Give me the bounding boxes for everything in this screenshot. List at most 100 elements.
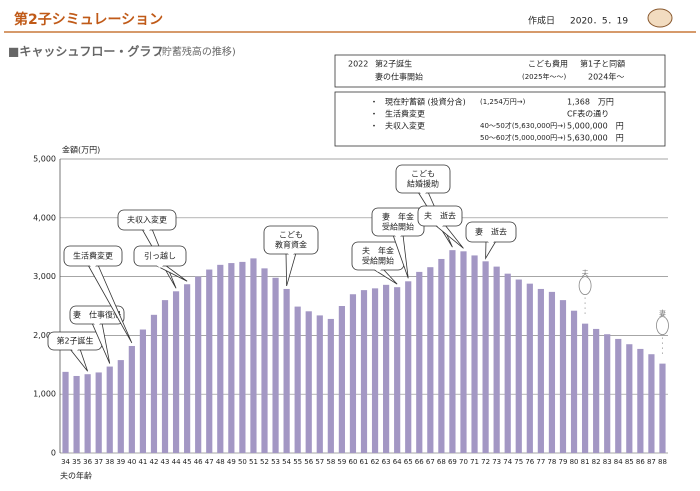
change-cell: (1,254万円→) [480, 98, 526, 106]
bar [405, 281, 412, 453]
bar [228, 263, 235, 453]
bar [305, 311, 312, 453]
callout-label: 妻 年金 [382, 212, 414, 222]
y-tick-label: 0 [51, 449, 56, 458]
callout-label: 夫収入変更 [127, 215, 167, 225]
x-tick-label: 75 [514, 458, 523, 466]
callout-pointer [285, 252, 297, 287]
date: 2020．5．19 [570, 17, 628, 27]
x-tick-label: 38 [105, 458, 114, 466]
y-tick-label: 4,000 [33, 213, 56, 222]
x-tick-label: 78 [547, 458, 556, 466]
bar [349, 294, 357, 453]
x-tick-label: 62 [371, 458, 380, 466]
callout-pointer-cover [435, 224, 445, 228]
x-tick-label: 88 [658, 458, 667, 466]
info-box [334, 54, 666, 88]
marker-halo [656, 316, 669, 336]
bar [217, 264, 224, 453]
callout-pointer-cover [393, 234, 403, 238]
x-tick-label: 41 [138, 458, 147, 466]
x-tick-label: 57 [315, 458, 324, 466]
bar [471, 255, 478, 453]
bar [261, 268, 268, 453]
x-tick-label: 65 [404, 458, 413, 466]
bar [593, 328, 600, 453]
callout-label: こども [411, 170, 435, 179]
x-tick-label: 39 [116, 458, 125, 466]
bar [615, 338, 622, 453]
callout-pointer [433, 224, 464, 249]
x-tick-label: 42 [150, 458, 159, 466]
x-tick-label: 64 [393, 458, 402, 466]
info-year: 2022 [348, 60, 368, 69]
x-tick-label: 66 [415, 458, 424, 466]
bar [84, 374, 91, 453]
x-tick-label: 86 [636, 458, 645, 466]
callout-label: 夫 逝去 [424, 211, 456, 221]
callout-label: 夫 年金 [362, 246, 394, 256]
x-tick-label: 40 [127, 458, 136, 466]
x-tick-label: 48 [216, 458, 225, 466]
x-tick-label: 83 [603, 458, 612, 466]
bar [161, 300, 169, 453]
x-tick-label: 76 [525, 458, 534, 466]
x-tick-label: 61 [360, 458, 369, 466]
marker-halo [578, 276, 592, 296]
x-tick-label: 56 [304, 458, 313, 466]
info-event: 第2子誕生 [375, 59, 412, 69]
x-tick-label: 71 [470, 458, 479, 466]
x-tick-label: 36 [83, 458, 92, 466]
x-tick-label: 43 [161, 458, 170, 466]
callout-label: 教育資金 [275, 240, 307, 250]
bar [239, 261, 246, 453]
changes-list: ・現在貯蓄額 (投資分含) (1,254万円→) 1,368 万円・ 生活費変更 CF表… [370, 97, 624, 143]
x-tick-label: 34 [61, 458, 70, 466]
bar [128, 345, 135, 453]
header-title: 第2子シミュレーション [14, 11, 163, 28]
y-tick-label: 1,000 [33, 390, 56, 399]
bar [272, 277, 279, 453]
bar [493, 266, 500, 453]
x-tick-label: 72 [481, 458, 490, 466]
x-tick-label: 50 [238, 458, 247, 466]
change-cell: 生活費変更 [385, 109, 425, 119]
changes-box [334, 91, 666, 147]
change-cell: 50〜60才(5,000,000円→) [480, 133, 566, 142]
x-tick-label: 87 [647, 458, 656, 466]
bar [106, 366, 113, 453]
x-tick-label: 58 [326, 458, 335, 466]
bar [316, 315, 323, 453]
change-cell: ・ [370, 110, 378, 119]
change-cell: CF表の通り [567, 109, 609, 119]
bar [394, 287, 401, 453]
bar [338, 306, 345, 453]
callout-label: 妻 仕事復帰 [73, 310, 121, 320]
bar [427, 267, 434, 453]
callout-label: 受給開始 [382, 222, 414, 232]
bar [95, 372, 102, 453]
callout-label: 受給開始 [362, 256, 394, 266]
chart-subtitle: (貯蓄残高の推移) [158, 45, 236, 58]
bar [581, 323, 589, 453]
bar [206, 269, 213, 453]
marker-label: 夫 [582, 269, 589, 278]
x-tick-label: 77 [536, 458, 545, 466]
x-tick-label: 45 [183, 458, 192, 466]
bar [416, 271, 423, 453]
callout-pointer-cover [70, 348, 80, 352]
callout-pointer-cover [418, 191, 428, 195]
x-tick-label: 55 [293, 458, 302, 466]
bar [659, 363, 666, 453]
bar [626, 344, 633, 453]
change-cell: 5,000,000 円 [567, 122, 624, 131]
x-tick-label: 84 [614, 458, 623, 466]
callout-pointer-cover [155, 264, 165, 268]
x-tick-label: 44 [172, 458, 181, 466]
callout-pointer-cover [142, 228, 152, 232]
bar [482, 261, 489, 453]
callout-pointer-cover [286, 252, 296, 256]
x-tick-label: 37 [94, 458, 103, 466]
marker-label: 妻 [659, 309, 666, 318]
